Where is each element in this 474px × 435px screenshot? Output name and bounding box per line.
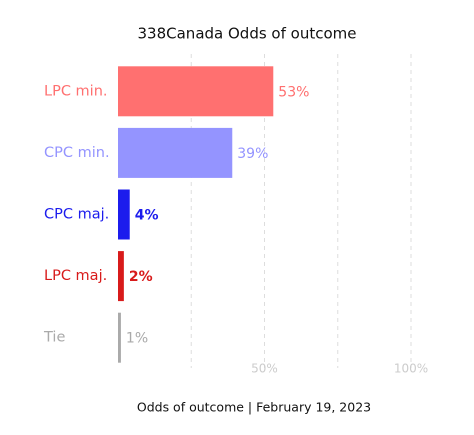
x-axis-label: Odds of outcome | February 19, 2023 [137, 400, 371, 415]
bar [118, 251, 124, 302]
chart-title: 338Canada Odds of outcome [138, 25, 357, 43]
value-label: 39% [237, 146, 268, 162]
bar [118, 66, 274, 117]
value-label: 53% [278, 84, 309, 100]
bar [118, 312, 121, 363]
x-tick-label: 50% [251, 362, 278, 376]
y-tick-label: CPC maj. [44, 207, 109, 223]
y-tick-label: LPC min. [44, 83, 108, 99]
y-tick-label: LPC maj. [44, 268, 107, 284]
x-tick-label: 100% [394, 362, 428, 376]
y-tick-label: CPC min. [44, 145, 110, 161]
value-label: 2% [129, 269, 153, 285]
value-label: 1% [126, 331, 148, 347]
y-tick-label: Tie [43, 330, 65, 346]
bar [118, 189, 130, 240]
value-label: 4% [135, 208, 159, 224]
bar [118, 127, 233, 178]
